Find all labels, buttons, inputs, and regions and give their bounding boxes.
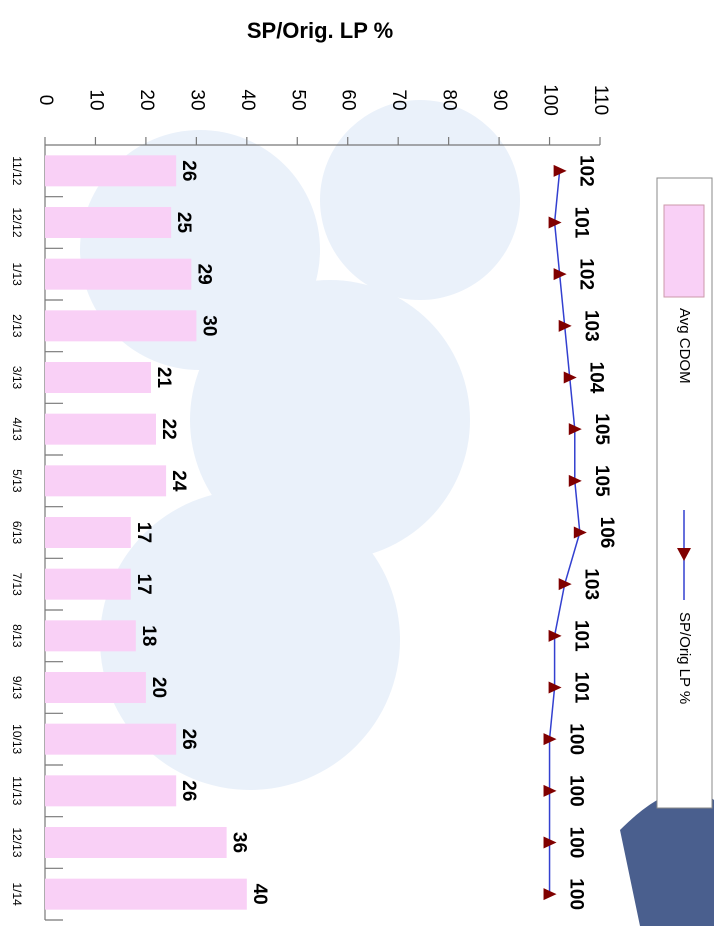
data-label: 26 (178, 160, 199, 181)
bar (45, 568, 131, 600)
legend-label: Avg CDOM (676, 308, 693, 384)
data-label: 104 (586, 362, 607, 394)
bar (45, 155, 177, 187)
marker (558, 319, 572, 332)
value-tick-label: 30 (186, 89, 207, 110)
marker (568, 423, 582, 436)
legend-swatch (663, 204, 705, 298)
bar (45, 620, 136, 652)
category-label: 6/13 (10, 521, 24, 545)
marker (563, 371, 577, 384)
data-label: 30 (198, 315, 219, 336)
data-label: 26 (178, 780, 199, 801)
marker (543, 836, 557, 849)
marker (543, 733, 557, 746)
marker (553, 268, 567, 281)
data-label: 29 (193, 264, 214, 285)
category-label: 10/13 (10, 724, 24, 754)
value-tick-label: 50 (287, 89, 308, 110)
marker (543, 888, 557, 901)
data-label: 101 (571, 207, 592, 239)
data-label: 40 (249, 884, 270, 905)
category-label: 11/13 (10, 776, 24, 805)
value-tick-label: 110 (590, 85, 611, 115)
data-label: 105 (591, 413, 612, 445)
bar (45, 878, 247, 910)
bar (45, 672, 146, 703)
value-tick-label: 100 (540, 84, 561, 116)
category-label: 12/12 (10, 207, 24, 237)
bar (45, 465, 167, 497)
data-label: 26 (178, 729, 199, 750)
data-label: 103 (581, 568, 602, 600)
data-label: 102 (576, 155, 597, 187)
data-label: 100 (566, 723, 587, 755)
bar (45, 258, 192, 290)
marker (548, 216, 562, 229)
marker (568, 474, 582, 487)
data-label: 101 (571, 620, 592, 652)
bar (45, 517, 131, 548)
category-label: 2/13 (10, 314, 24, 338)
marker (553, 164, 567, 177)
category-label: 7/13 (10, 572, 24, 596)
marker (558, 578, 572, 591)
marker (573, 526, 587, 539)
data-label: 22 (158, 419, 179, 440)
value-tick-label: 90 (489, 89, 510, 110)
data-label: 100 (566, 827, 587, 859)
legend-marker (677, 548, 691, 561)
data-label: 24 (168, 470, 189, 492)
data-label: 100 (566, 775, 587, 807)
category-label: 1/13 (10, 262, 24, 286)
value-tick-label: 10 (85, 89, 106, 110)
data-label: 17 (133, 574, 154, 595)
data-label: 102 (576, 258, 597, 290)
category-label: 4/13 (10, 417, 24, 441)
category-label: 8/13 (10, 624, 24, 648)
category-label: 11/12 (10, 156, 24, 185)
legend-label: SP/Orig LP % (676, 612, 693, 704)
category-label: 1/14 (10, 882, 24, 906)
value-tick-label: 60 (338, 89, 359, 110)
marker (548, 681, 562, 694)
value-tick-label: 70 (388, 89, 409, 110)
data-label: 103 (581, 310, 602, 342)
data-label: 36 (229, 832, 250, 853)
marker (543, 784, 557, 797)
data-label: 100 (566, 878, 587, 910)
bar (45, 413, 156, 445)
data-label: 20 (148, 677, 169, 698)
value-tick-label: 20 (136, 89, 157, 110)
data-label: 17 (133, 522, 154, 543)
data-label: 105 (591, 465, 612, 497)
corner-decoration (620, 790, 714, 926)
bar (45, 207, 172, 238)
category-label: 5/13 (10, 469, 24, 493)
bar (45, 775, 177, 807)
chart-title: SP/Orig. LP % (247, 18, 393, 43)
data-label: 106 (596, 517, 617, 549)
marker (548, 629, 562, 642)
background-decoration (80, 100, 520, 790)
value-tick-label: 80 (439, 89, 460, 110)
data-label: 25 (173, 212, 194, 234)
category-label: 9/13 (10, 676, 24, 700)
category-label: 3/13 (10, 366, 24, 390)
bar (45, 310, 197, 342)
category-label: 12/13 (10, 827, 24, 857)
bar (45, 362, 151, 393)
bar (45, 827, 227, 858)
data-label: 18 (138, 625, 159, 646)
value-tick-label: 0 (35, 95, 56, 106)
data-label: 21 (153, 367, 174, 389)
bar (45, 723, 177, 755)
value-tick-label: 40 (237, 89, 258, 110)
data-label: 101 (571, 672, 592, 704)
